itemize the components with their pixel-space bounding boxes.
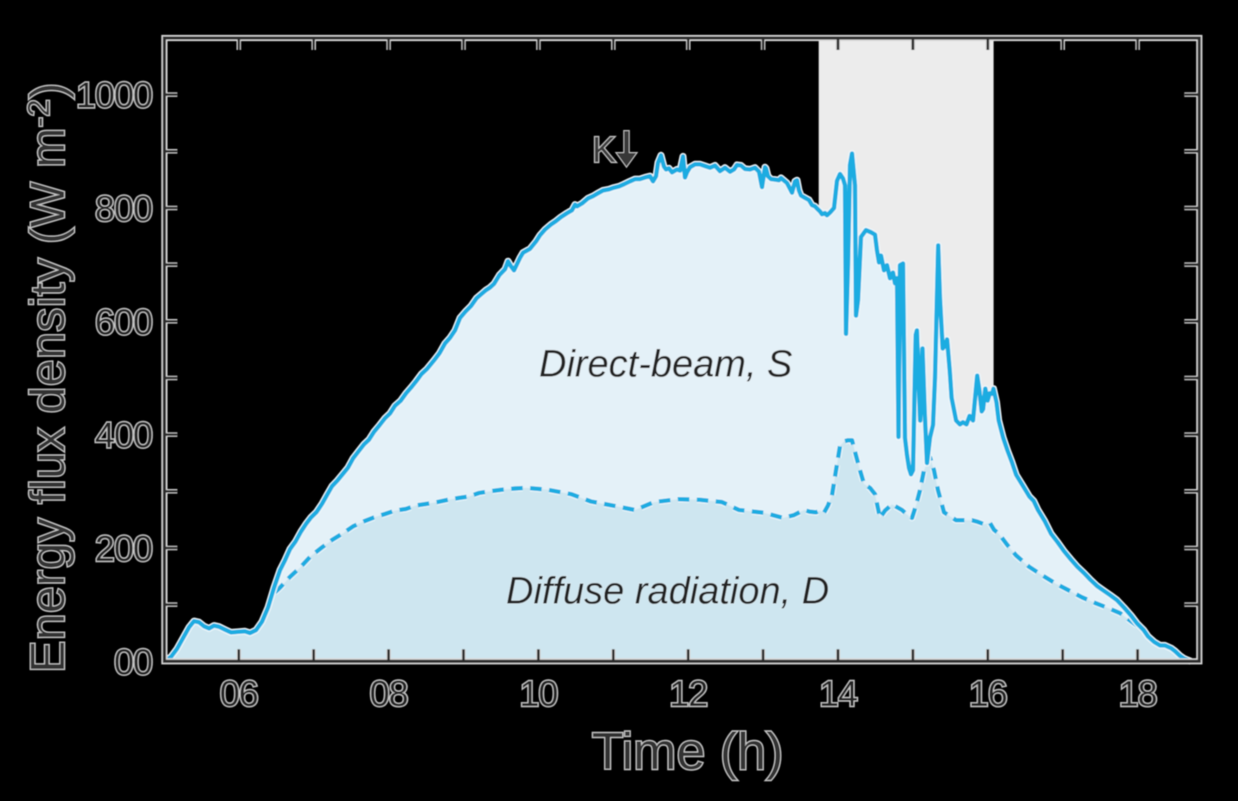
svg-text:08: 08 bbox=[370, 673, 408, 714]
svg-text:400: 400 bbox=[95, 415, 152, 456]
svg-text:Energy flux density (W m-2): Energy flux density (W m-2) bbox=[21, 82, 75, 673]
svg-text:200: 200 bbox=[95, 528, 152, 569]
svg-text:600: 600 bbox=[95, 301, 152, 342]
svg-text:00: 00 bbox=[114, 641, 152, 682]
svg-text:18: 18 bbox=[1119, 673, 1157, 714]
svg-text:16: 16 bbox=[969, 673, 1007, 714]
svg-text:06: 06 bbox=[220, 673, 258, 714]
svg-text:12: 12 bbox=[669, 673, 707, 714]
svg-text:800: 800 bbox=[95, 188, 152, 229]
svg-text:Direct-beam, S: Direct-beam, S bbox=[539, 344, 792, 386]
svg-text:K: K bbox=[592, 129, 616, 170]
svg-text:10: 10 bbox=[519, 673, 557, 714]
svg-text:14: 14 bbox=[819, 673, 857, 714]
svg-text:Time (h): Time (h) bbox=[592, 723, 784, 781]
svg-text:Diffuse radiation, D: Diffuse radiation, D bbox=[506, 570, 829, 612]
svg-text:1000: 1000 bbox=[76, 75, 152, 116]
